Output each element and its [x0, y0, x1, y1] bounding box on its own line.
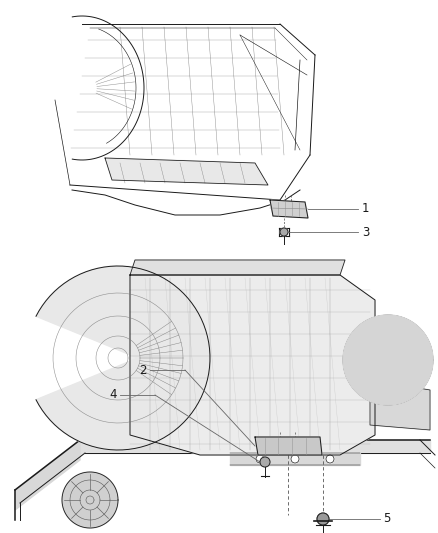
Polygon shape: [130, 260, 345, 275]
Text: 1: 1: [362, 203, 370, 215]
Circle shape: [317, 513, 329, 525]
Polygon shape: [230, 453, 360, 465]
Circle shape: [291, 455, 299, 463]
Text: 2: 2: [139, 364, 147, 376]
Text: 5: 5: [383, 513, 390, 526]
Polygon shape: [353, 325, 423, 395]
Polygon shape: [80, 440, 430, 453]
Circle shape: [260, 457, 270, 467]
Polygon shape: [255, 437, 322, 455]
Polygon shape: [105, 158, 268, 185]
Polygon shape: [36, 266, 210, 450]
Polygon shape: [380, 352, 396, 368]
Text: 4: 4: [110, 389, 117, 401]
Polygon shape: [343, 315, 433, 405]
Polygon shape: [130, 275, 375, 455]
Circle shape: [280, 228, 288, 236]
Circle shape: [326, 455, 334, 463]
Polygon shape: [62, 472, 118, 528]
Polygon shape: [270, 200, 308, 218]
Polygon shape: [370, 342, 406, 378]
Circle shape: [256, 455, 264, 463]
Polygon shape: [15, 440, 85, 503]
Polygon shape: [370, 380, 430, 430]
Polygon shape: [15, 440, 80, 510]
Text: 3: 3: [362, 225, 369, 238]
